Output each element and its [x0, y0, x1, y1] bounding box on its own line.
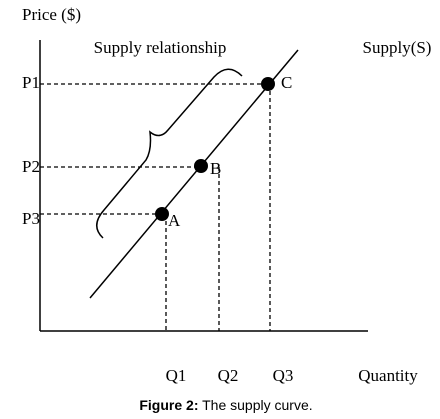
quantity-label: Q2	[218, 366, 239, 385]
quantity-label: Q1	[166, 366, 187, 385]
diagram-title: Supply relationship	[94, 38, 227, 57]
price-label: P3	[22, 209, 40, 228]
y-axis-label: Price ($)	[22, 5, 81, 24]
point-c	[261, 77, 275, 91]
point-label: C	[281, 73, 292, 92]
point-a	[155, 207, 169, 221]
caption-label: Figure 2:	[139, 397, 198, 413]
point-label: B	[210, 159, 221, 178]
x-axis-label: Quantity	[358, 366, 418, 385]
curve-label: Supply(S)	[363, 38, 432, 57]
brace	[96, 68, 243, 239]
price-label: P1	[22, 73, 40, 92]
caption-text: The supply curve.	[202, 397, 313, 413]
caption: Figure 2: The supply curve.	[139, 397, 312, 413]
point-label: A	[168, 211, 181, 230]
price-label: P2	[22, 157, 40, 176]
point-b	[194, 159, 208, 173]
quantity-label: Q3	[273, 366, 294, 385]
supply-curve	[89, 49, 299, 299]
